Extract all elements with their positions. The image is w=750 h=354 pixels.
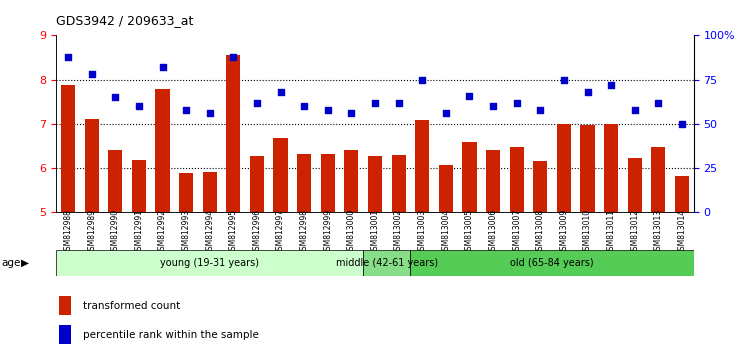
- Text: GSM813011: GSM813011: [607, 209, 616, 255]
- Text: GSM813010: GSM813010: [583, 209, 592, 255]
- Bar: [439, 165, 453, 212]
- Bar: [486, 149, 500, 212]
- Text: GSM812992: GSM812992: [158, 209, 167, 255]
- Bar: [410, 250, 694, 276]
- Point: [392, 100, 404, 105]
- Point: [534, 107, 546, 113]
- Point: [274, 89, 286, 95]
- Text: GSM813013: GSM813013: [654, 209, 663, 255]
- Point: [322, 107, 334, 113]
- Text: GSM812993: GSM812993: [182, 209, 190, 255]
- Point: [86, 72, 98, 77]
- Text: GSM812999: GSM812999: [323, 209, 332, 255]
- Point: [511, 100, 523, 105]
- Point: [110, 95, 122, 100]
- Point: [416, 77, 428, 82]
- Bar: [321, 154, 334, 212]
- Point: [558, 77, 570, 82]
- Text: GSM813004: GSM813004: [441, 209, 450, 255]
- Bar: [179, 173, 194, 212]
- Bar: [392, 155, 406, 212]
- Text: GSM813014: GSM813014: [677, 209, 686, 255]
- Text: GSM812994: GSM812994: [206, 209, 214, 255]
- Bar: [274, 138, 288, 212]
- Text: GSM813005: GSM813005: [465, 209, 474, 255]
- Text: GDS3942 / 209633_at: GDS3942 / 209633_at: [56, 14, 194, 27]
- Bar: [533, 161, 548, 212]
- Point: [298, 103, 310, 109]
- Text: GSM812990: GSM812990: [111, 209, 120, 255]
- Bar: [59, 325, 70, 344]
- Text: GSM812997: GSM812997: [276, 209, 285, 255]
- Bar: [297, 154, 311, 212]
- Point: [676, 121, 688, 127]
- Bar: [132, 160, 146, 212]
- Text: GSM813007: GSM813007: [512, 209, 521, 255]
- Point: [487, 103, 499, 109]
- Text: GSM813003: GSM813003: [418, 209, 427, 255]
- Text: GSM813000: GSM813000: [347, 209, 356, 255]
- Bar: [56, 250, 363, 276]
- Text: GSM813008: GSM813008: [536, 209, 544, 255]
- Bar: [226, 55, 241, 212]
- Text: young (19-31 years): young (19-31 years): [160, 258, 260, 268]
- Bar: [108, 149, 122, 212]
- Point: [652, 100, 664, 105]
- Point: [251, 100, 263, 105]
- Text: GSM812991: GSM812991: [134, 209, 143, 255]
- Point: [464, 93, 476, 98]
- Point: [628, 107, 640, 113]
- Text: transformed count: transformed count: [83, 301, 180, 311]
- Point: [204, 110, 216, 116]
- Text: GSM812998: GSM812998: [300, 209, 309, 255]
- Point: [180, 107, 192, 113]
- Bar: [61, 85, 75, 212]
- Text: middle (42-61 years): middle (42-61 years): [336, 258, 438, 268]
- Bar: [675, 176, 689, 212]
- Point: [157, 64, 169, 70]
- Bar: [250, 156, 264, 212]
- Text: old (65-84 years): old (65-84 years): [510, 258, 594, 268]
- Point: [133, 103, 145, 109]
- Bar: [155, 88, 170, 212]
- Bar: [580, 125, 595, 212]
- Text: percentile rank within the sample: percentile rank within the sample: [83, 330, 259, 339]
- Bar: [604, 124, 618, 212]
- Bar: [368, 156, 382, 212]
- Text: GSM812996: GSM812996: [253, 209, 262, 255]
- Bar: [462, 142, 476, 212]
- Point: [440, 110, 452, 116]
- Text: GSM812995: GSM812995: [229, 209, 238, 255]
- Text: GSM813002: GSM813002: [394, 209, 403, 255]
- Point: [605, 82, 617, 88]
- Bar: [416, 120, 429, 212]
- Bar: [363, 250, 410, 276]
- Bar: [651, 147, 665, 212]
- Text: age: age: [2, 258, 21, 268]
- Text: GSM812989: GSM812989: [87, 209, 96, 255]
- Bar: [85, 120, 99, 212]
- Bar: [202, 172, 217, 212]
- Point: [62, 54, 74, 59]
- Bar: [556, 124, 571, 212]
- Point: [346, 110, 358, 116]
- Bar: [509, 147, 524, 212]
- Point: [581, 89, 593, 95]
- Bar: [59, 296, 70, 315]
- Bar: [628, 159, 642, 212]
- Point: [227, 54, 239, 59]
- Text: GSM812988: GSM812988: [64, 209, 73, 255]
- Text: GSM813001: GSM813001: [370, 209, 380, 255]
- Text: ▶: ▶: [21, 258, 29, 268]
- Bar: [344, 149, 358, 212]
- Text: GSM813012: GSM813012: [630, 209, 639, 255]
- Text: GSM813006: GSM813006: [488, 209, 497, 255]
- Text: GSM813009: GSM813009: [560, 209, 568, 255]
- Point: [369, 100, 381, 105]
